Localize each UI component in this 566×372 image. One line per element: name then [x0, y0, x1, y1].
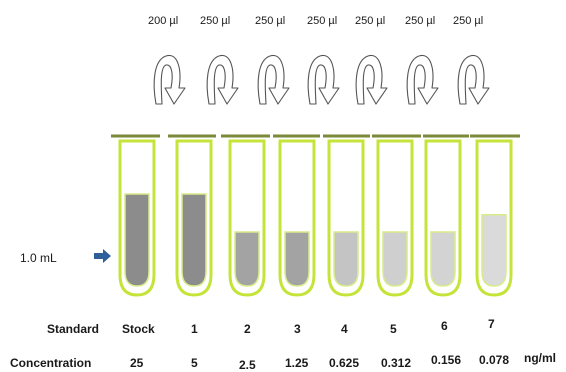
- standard-2: 2: [244, 322, 251, 336]
- concentration-4: 0.625: [329, 356, 360, 370]
- standard-4: 4: [341, 322, 348, 336]
- transfer-arrow-4: [307, 54, 340, 105]
- volume-marker-arrow-icon: [94, 249, 111, 263]
- tube-liquid-3: [234, 231, 260, 287]
- transfer-arrow-3: [257, 54, 290, 105]
- tube-liquid-8: [481, 213, 507, 287]
- transfer-volume-4: 250 µl: [307, 15, 338, 27]
- concentration-unit: ng/ml: [524, 351, 556, 365]
- tube-liquid-4: [284, 231, 310, 287]
- concentration-7: 0.078: [479, 353, 510, 367]
- concentration-6: 0.156: [431, 353, 462, 367]
- concentration-3: 1.25: [285, 356, 309, 370]
- transfer-arrow-2: [206, 54, 239, 105]
- standard-6: 6: [441, 319, 448, 333]
- transfer-arrow-7: [457, 54, 490, 105]
- standard-1: 1: [191, 322, 198, 336]
- concentration-row-label: Concentration: [10, 356, 92, 370]
- transfer-volume-6: 250 µl: [405, 15, 436, 27]
- standard-5: 5: [390, 322, 397, 336]
- standard-3: 3: [294, 322, 301, 336]
- tube-liquid-6: [382, 231, 408, 287]
- transfer-arrow-6: [406, 54, 439, 105]
- concentration-2: 2.5: [239, 358, 256, 372]
- standard-7: 7: [488, 317, 495, 331]
- transfer-volume-2: 250 µl: [200, 15, 231, 27]
- transfer-arrow-5: [355, 54, 388, 105]
- tube-liquid-7: [430, 231, 456, 287]
- concentration-1: 5: [191, 356, 198, 370]
- transfer-volume-3: 250 µl: [255, 15, 286, 27]
- transfer-arrow-1: [153, 54, 186, 105]
- standard-row-label: Standard: [47, 322, 100, 336]
- volume-marker-label: 1.0 mL: [20, 251, 57, 265]
- transfer-volume-5: 250 µl: [355, 15, 386, 27]
- transfer-volume-7: 250 µl: [453, 15, 484, 27]
- concentration-stock: 25: [130, 356, 144, 370]
- transfer-volume-1: 200 µl: [148, 15, 179, 27]
- tube-liquid-1: [124, 193, 150, 287]
- concentration-5: 0.312: [381, 356, 412, 370]
- standard-stock: Stock: [122, 322, 155, 336]
- tube-liquid-2: [181, 193, 207, 287]
- tube-liquid-5: [333, 231, 359, 287]
